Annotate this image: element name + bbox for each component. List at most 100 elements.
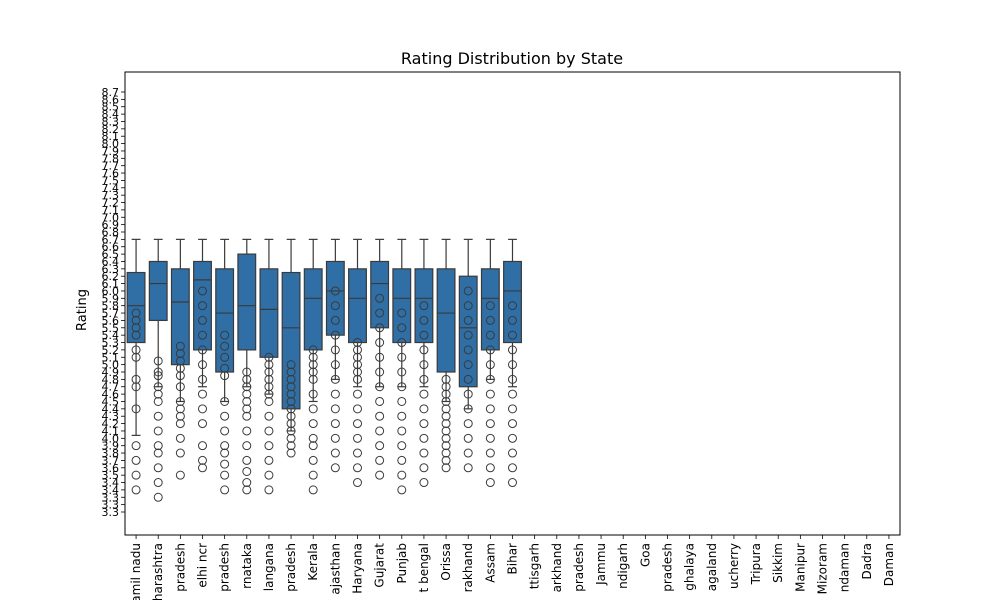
flier (286, 426, 296, 436)
y-tick-label: 5.5 (102, 322, 120, 335)
flier (375, 308, 385, 318)
flier (264, 360, 274, 370)
flier (198, 419, 207, 429)
flier (175, 404, 185, 414)
flier (220, 470, 230, 480)
flier (175, 341, 185, 351)
flier (330, 433, 340, 443)
x-tick-label: pradesh (572, 543, 586, 592)
box-iqr (148, 260, 168, 322)
flier (153, 411, 163, 421)
flier (508, 404, 517, 414)
y-axis-label: Rating (75, 289, 90, 331)
flier (131, 470, 141, 480)
box (148, 238, 168, 502)
flier (264, 441, 274, 451)
flier (131, 352, 141, 362)
x-tick-label: pradesh (218, 543, 232, 592)
flier (153, 382, 163, 392)
flier (397, 396, 407, 406)
flier (198, 455, 207, 465)
flier (153, 367, 163, 377)
flier (485, 389, 495, 399)
flier (375, 396, 385, 406)
y-tick-label: 6.7 (102, 233, 120, 246)
x-tick-label: ajasthan (328, 543, 342, 595)
flier (308, 455, 318, 465)
y-tick-label: 8.6 (102, 93, 120, 106)
x-tick-label: Dadra (860, 543, 874, 580)
flier (419, 448, 429, 458)
x-tick-label: Kerala (306, 543, 320, 581)
flier (375, 352, 385, 362)
flier (330, 389, 340, 399)
y-tick-label: 3.7 (102, 454, 120, 467)
flier (242, 374, 252, 384)
flier (175, 396, 185, 406)
y-tick-label: 5.7 (102, 307, 120, 320)
x-tick-label: rnataka (240, 543, 254, 589)
box-iqr (303, 268, 323, 351)
flier (131, 485, 141, 495)
flier (485, 433, 495, 443)
box (215, 238, 235, 495)
flier (508, 330, 517, 340)
flier (485, 448, 495, 458)
flier (198, 404, 207, 414)
flier (153, 389, 163, 399)
y-tick-label: 5.9 (102, 292, 120, 305)
flier (308, 374, 318, 384)
y-tick-label: 3.5 (102, 469, 120, 482)
flier (242, 426, 252, 436)
flier (330, 315, 340, 325)
flier (286, 367, 296, 377)
flier (485, 345, 495, 355)
flier (463, 360, 473, 370)
flier (419, 360, 429, 370)
flier (131, 345, 141, 355)
box (392, 238, 412, 495)
y-tick-label: 5.4 (102, 329, 120, 342)
flier (198, 441, 207, 451)
y-tick-label: 4.6 (102, 388, 120, 401)
y-tick-label: 7.0 (102, 211, 120, 224)
flier (441, 426, 451, 436)
flier (220, 330, 230, 340)
y-tick-label: 8.4 (102, 108, 120, 121)
y-tick-label: 7.1 (102, 204, 120, 217)
flier (242, 404, 252, 414)
x-tick-label: Jammu (594, 543, 608, 586)
y-tick-label: 3.8 (102, 447, 120, 460)
flier (131, 374, 141, 384)
flier (264, 411, 274, 421)
y-tick-label: 6.5 (102, 248, 120, 261)
flier (308, 419, 318, 429)
flier (353, 352, 362, 362)
flier (308, 352, 318, 362)
x-tick-label: Goa (638, 543, 652, 567)
flier (153, 478, 163, 488)
box (126, 238, 146, 495)
flier (419, 433, 429, 443)
flier (286, 396, 296, 406)
y-tick-label: 3.3 (102, 499, 120, 512)
flier (131, 330, 141, 340)
flier (131, 323, 141, 333)
y-tick-label: 8.2 (102, 123, 120, 136)
flier (463, 301, 473, 311)
flier (330, 330, 340, 340)
y-tick-label: 6.4 (102, 255, 120, 268)
flier (419, 419, 429, 429)
flier (175, 419, 185, 429)
flier (375, 470, 385, 480)
flier (286, 448, 296, 458)
flier (463, 433, 473, 443)
y-tick-label: 6.9 (102, 219, 120, 232)
x-tick-label: Mizoram (816, 543, 830, 594)
flier (220, 411, 230, 421)
flier (485, 301, 495, 311)
flier (264, 382, 274, 392)
y-tick-label: 3.9 (102, 440, 120, 453)
flier (463, 374, 473, 384)
flier (485, 330, 495, 340)
